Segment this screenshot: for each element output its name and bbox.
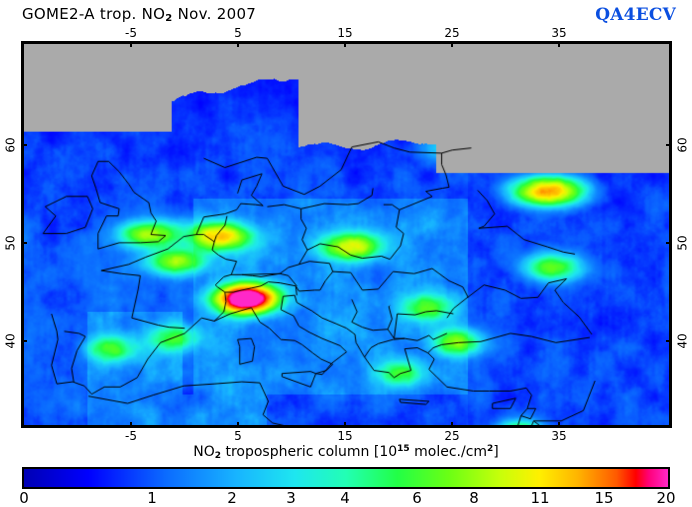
- x-tick-label-top: -5: [125, 26, 137, 40]
- colorbar-tick-label: 4: [340, 489, 350, 507]
- x-tick-mark: [558, 41, 560, 47]
- x-tick-label-bottom: 5: [234, 429, 242, 443]
- y-tick-label-left: 50: [3, 235, 18, 251]
- x-tick-mark: [344, 41, 346, 47]
- x-tick-label-top: 35: [551, 26, 567, 40]
- colorbar-gradient: [24, 469, 668, 487]
- colorbar-tick-label: 1: [147, 489, 157, 507]
- y-tick-label-left: 60: [3, 137, 18, 153]
- x-tick-mark: [130, 41, 132, 47]
- x-tick-label-bottom: 15: [337, 429, 353, 443]
- x-tick-label-bottom: 35: [551, 429, 567, 443]
- colorbar-tick-label: 2: [227, 489, 237, 507]
- y-tick-mark: [21, 144, 27, 146]
- no2-heatmap-canvas: [24, 44, 669, 425]
- xaxis-title-exp2: 2: [487, 444, 494, 454]
- colorbar-axis-title: NO2 tropospheric column [1015 molec./cm2…: [193, 444, 499, 461]
- page-title: GOME2-A trop. NO2 Nov. 2007: [22, 5, 256, 24]
- x-tick-mark: [558, 422, 560, 428]
- y-tick-mark: [666, 340, 672, 342]
- x-tick-mark: [237, 422, 239, 428]
- colorbar-tick-label: 3: [286, 489, 296, 507]
- y-tick-label-right: 50: [675, 235, 690, 251]
- y-tick-mark: [21, 340, 27, 342]
- y-tick-mark: [21, 242, 27, 244]
- colorbar-tick-label: 0: [19, 489, 29, 507]
- y-tick-label-left: 40: [3, 333, 18, 349]
- xaxis-title-exp: 15: [397, 444, 410, 454]
- x-tick-label-top: 25: [444, 26, 460, 40]
- x-tick-label-bottom: 25: [444, 429, 460, 443]
- colorbar-tick-label: 6: [412, 489, 422, 507]
- x-tick-mark: [451, 422, 453, 428]
- colorbar: [22, 467, 670, 489]
- x-tick-label-top: 15: [337, 26, 353, 40]
- colorbar-tick-label: 11: [530, 489, 550, 507]
- colorbar-tick-label: 20: [656, 489, 676, 507]
- colorbar-tick-label: 8: [469, 489, 479, 507]
- xaxis-title-mid: tropospheric column [10: [221, 444, 398, 460]
- page-title-main: GOME2-A trop. NO: [22, 5, 166, 23]
- y-tick-mark: [666, 242, 672, 244]
- x-tick-mark: [451, 41, 453, 47]
- qa4ecv-logo: QA4ECV: [595, 5, 676, 25]
- x-tick-label-bottom: -5: [125, 429, 137, 443]
- x-tick-mark: [130, 422, 132, 428]
- x-tick-label-top: 5: [234, 26, 242, 40]
- map-plot-area: [21, 41, 672, 428]
- xaxis-title-sub: 2: [214, 451, 221, 461]
- page-title-subscript: 2: [165, 13, 173, 24]
- xaxis-title-end: ]: [493, 444, 499, 460]
- x-tick-mark: [344, 422, 346, 428]
- xaxis-title-mid2: molec./cm: [409, 444, 488, 460]
- y-tick-mark: [666, 144, 672, 146]
- xaxis-title-no: NO: [193, 444, 215, 460]
- colorbar-tick-label: 15: [594, 489, 614, 507]
- page-title-date: Nov. 2007: [172, 5, 257, 23]
- y-tick-label-right: 40: [675, 333, 690, 349]
- y-tick-label-right: 60: [675, 137, 690, 153]
- x-tick-mark: [237, 41, 239, 47]
